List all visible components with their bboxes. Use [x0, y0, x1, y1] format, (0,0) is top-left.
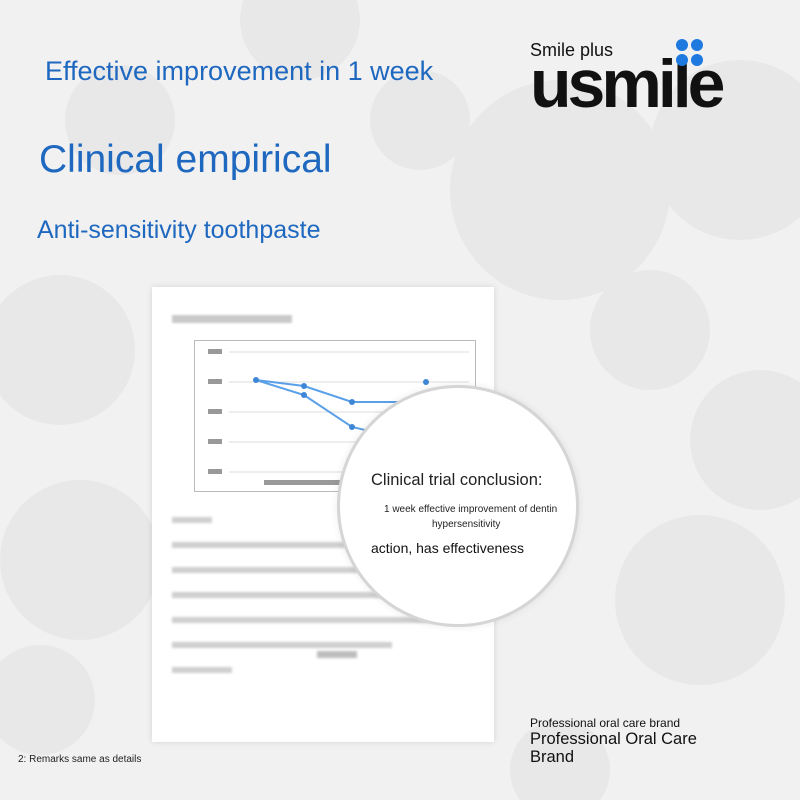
text-line — [172, 667, 232, 673]
usmile-logo: Smile plus usmile — [530, 35, 775, 122]
chart-tick-label-blurred — [208, 349, 222, 354]
remarks-footnote: 2: Remarks same as details — [18, 754, 142, 765]
chart-point — [301, 383, 307, 389]
brand-caption-small: Professional oral care brand — [530, 716, 681, 730]
text-line — [172, 567, 472, 573]
text-line — [172, 592, 472, 598]
product-subtitle: Anti-sensitivity toothpaste — [37, 216, 321, 244]
document-body-text-blurred — [172, 517, 472, 692]
chart-series-line-a — [255, 379, 426, 403]
chart-tick-label-blurred — [208, 469, 222, 474]
conclusion-line: action, has effectiveness — [371, 540, 525, 556]
text-line — [172, 642, 392, 648]
text-line — [172, 542, 472, 548]
brand-caption-large: Professional Oral Care Brand — [530, 730, 697, 766]
logo-subtext: Smile plus — [530, 40, 614, 60]
magnifier-callout: Clinical trial conclusion: 1 week effect… — [337, 385, 579, 627]
page-title: Clinical empirical — [39, 138, 332, 181]
chart-point — [253, 377, 259, 383]
text-line — [172, 517, 212, 523]
chart-tick-label-blurred — [208, 409, 222, 414]
chart-tick-label-blurred — [208, 379, 222, 384]
logo-dots-icon — [676, 39, 703, 66]
document-header-blurred — [172, 315, 292, 323]
chart-point — [301, 392, 307, 398]
chart-tick-label-blurred — [208, 439, 222, 444]
text-line — [172, 617, 472, 623]
chart-point — [423, 379, 429, 385]
chart-point — [349, 399, 355, 405]
conclusion-line: 1 week effective improvement of dentin — [384, 504, 558, 515]
tagline-heading: Effective improvement in 1 week — [45, 56, 434, 86]
document-signature-blurred — [317, 651, 357, 658]
conclusion-line: hypersensitivity — [432, 519, 501, 530]
chart-point — [349, 424, 355, 430]
conclusion-title: Clinical trial conclusion: — [371, 471, 543, 489]
